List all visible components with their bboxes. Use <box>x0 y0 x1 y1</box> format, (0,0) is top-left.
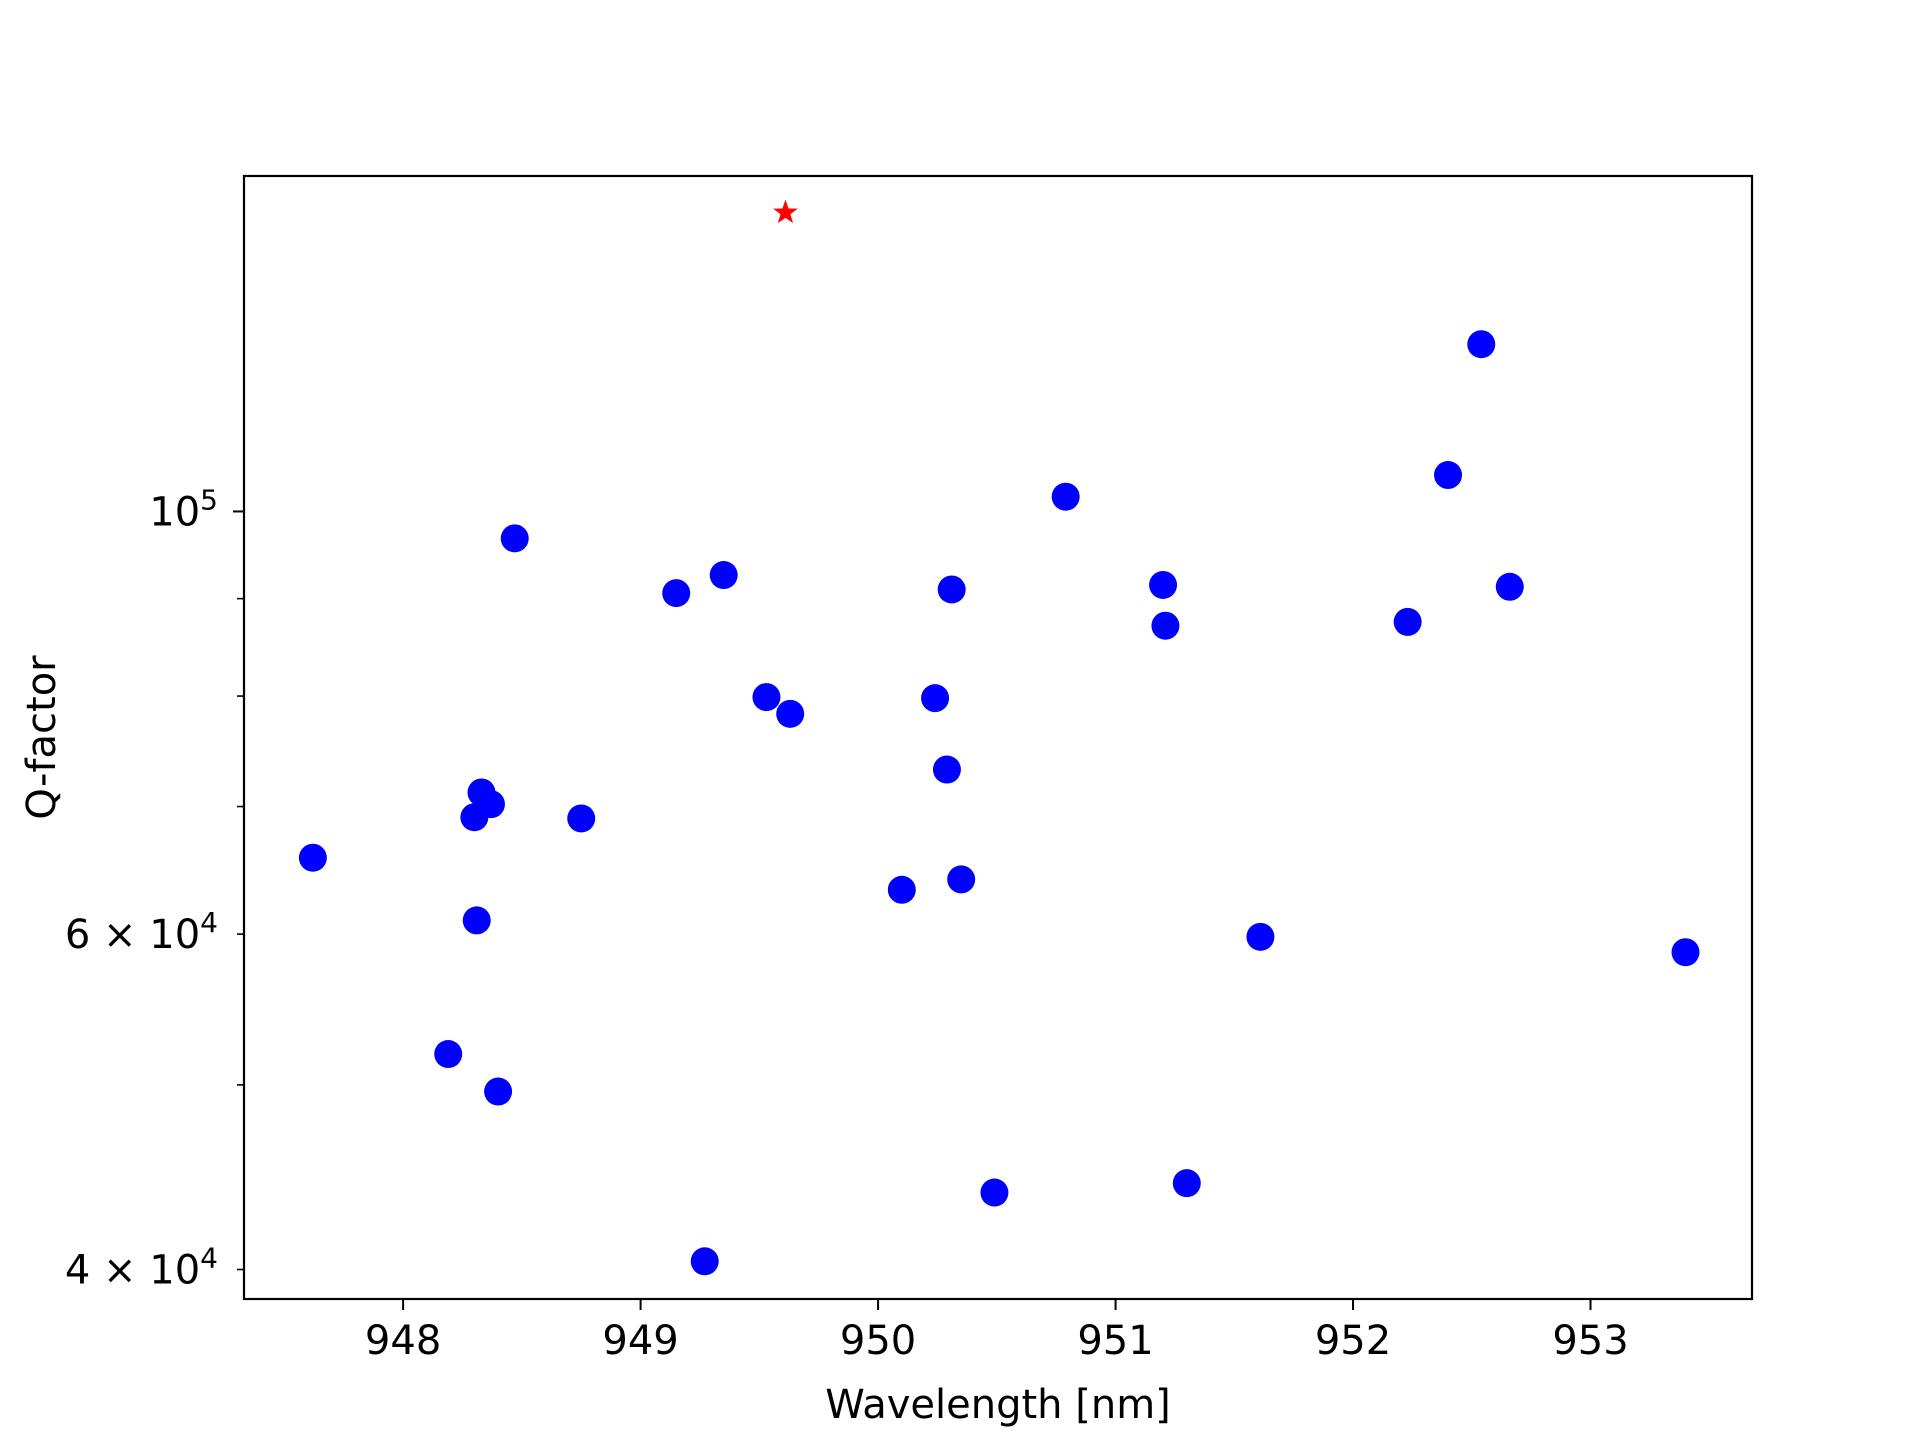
data-points <box>298 199 1700 1276</box>
data-point <box>1149 570 1178 599</box>
x-axis-label: Wavelength [nm] <box>825 1382 1171 1428</box>
data-point <box>887 875 916 904</box>
data-point <box>1495 572 1524 601</box>
y-tick-label: 4 × 104 <box>65 1242 218 1294</box>
data-point <box>1671 938 1700 967</box>
data-point <box>1172 1169 1201 1198</box>
data-point <box>932 755 961 784</box>
data-point <box>709 561 738 590</box>
data-point <box>690 1247 719 1276</box>
data-point <box>752 683 781 712</box>
x-tick-label: 953 <box>1552 1318 1628 1364</box>
x-tick-label: 948 <box>365 1318 441 1364</box>
y-tick-label: 6 × 104 <box>65 906 218 958</box>
plot-frame <box>242 174 1754 1301</box>
y-tick-label: 105 <box>149 483 218 535</box>
x-tick-label: 949 <box>602 1318 678 1364</box>
data-point <box>476 790 505 819</box>
data-point <box>298 843 327 872</box>
data-point <box>947 865 976 894</box>
data-point <box>500 524 529 553</box>
data-point <box>937 575 966 604</box>
data-point <box>434 1040 463 1069</box>
x-tick-label: 950 <box>840 1318 916 1364</box>
data-point <box>980 1178 1009 1207</box>
data-point <box>1393 607 1422 636</box>
data-point <box>1246 922 1275 951</box>
data-point <box>662 579 691 608</box>
data-point <box>1151 611 1180 640</box>
data-point <box>462 906 491 935</box>
star-point <box>773 199 798 224</box>
data-point <box>567 804 596 833</box>
data-point <box>1051 482 1080 511</box>
y-axis-label: Q-factor <box>19 655 65 820</box>
y-axis-ticks: 105 4 × 104 6 × 104 <box>65 483 244 1294</box>
data-point <box>921 684 950 713</box>
x-tick-label: 951 <box>1077 1318 1153 1364</box>
x-tick-label: 952 <box>1315 1318 1391 1364</box>
data-point <box>1434 461 1463 490</box>
data-point <box>776 699 805 728</box>
data-point <box>484 1077 513 1106</box>
x-axis-ticks: 948 949 950 951 952 953 <box>365 1299 1629 1364</box>
data-point <box>1467 330 1496 359</box>
